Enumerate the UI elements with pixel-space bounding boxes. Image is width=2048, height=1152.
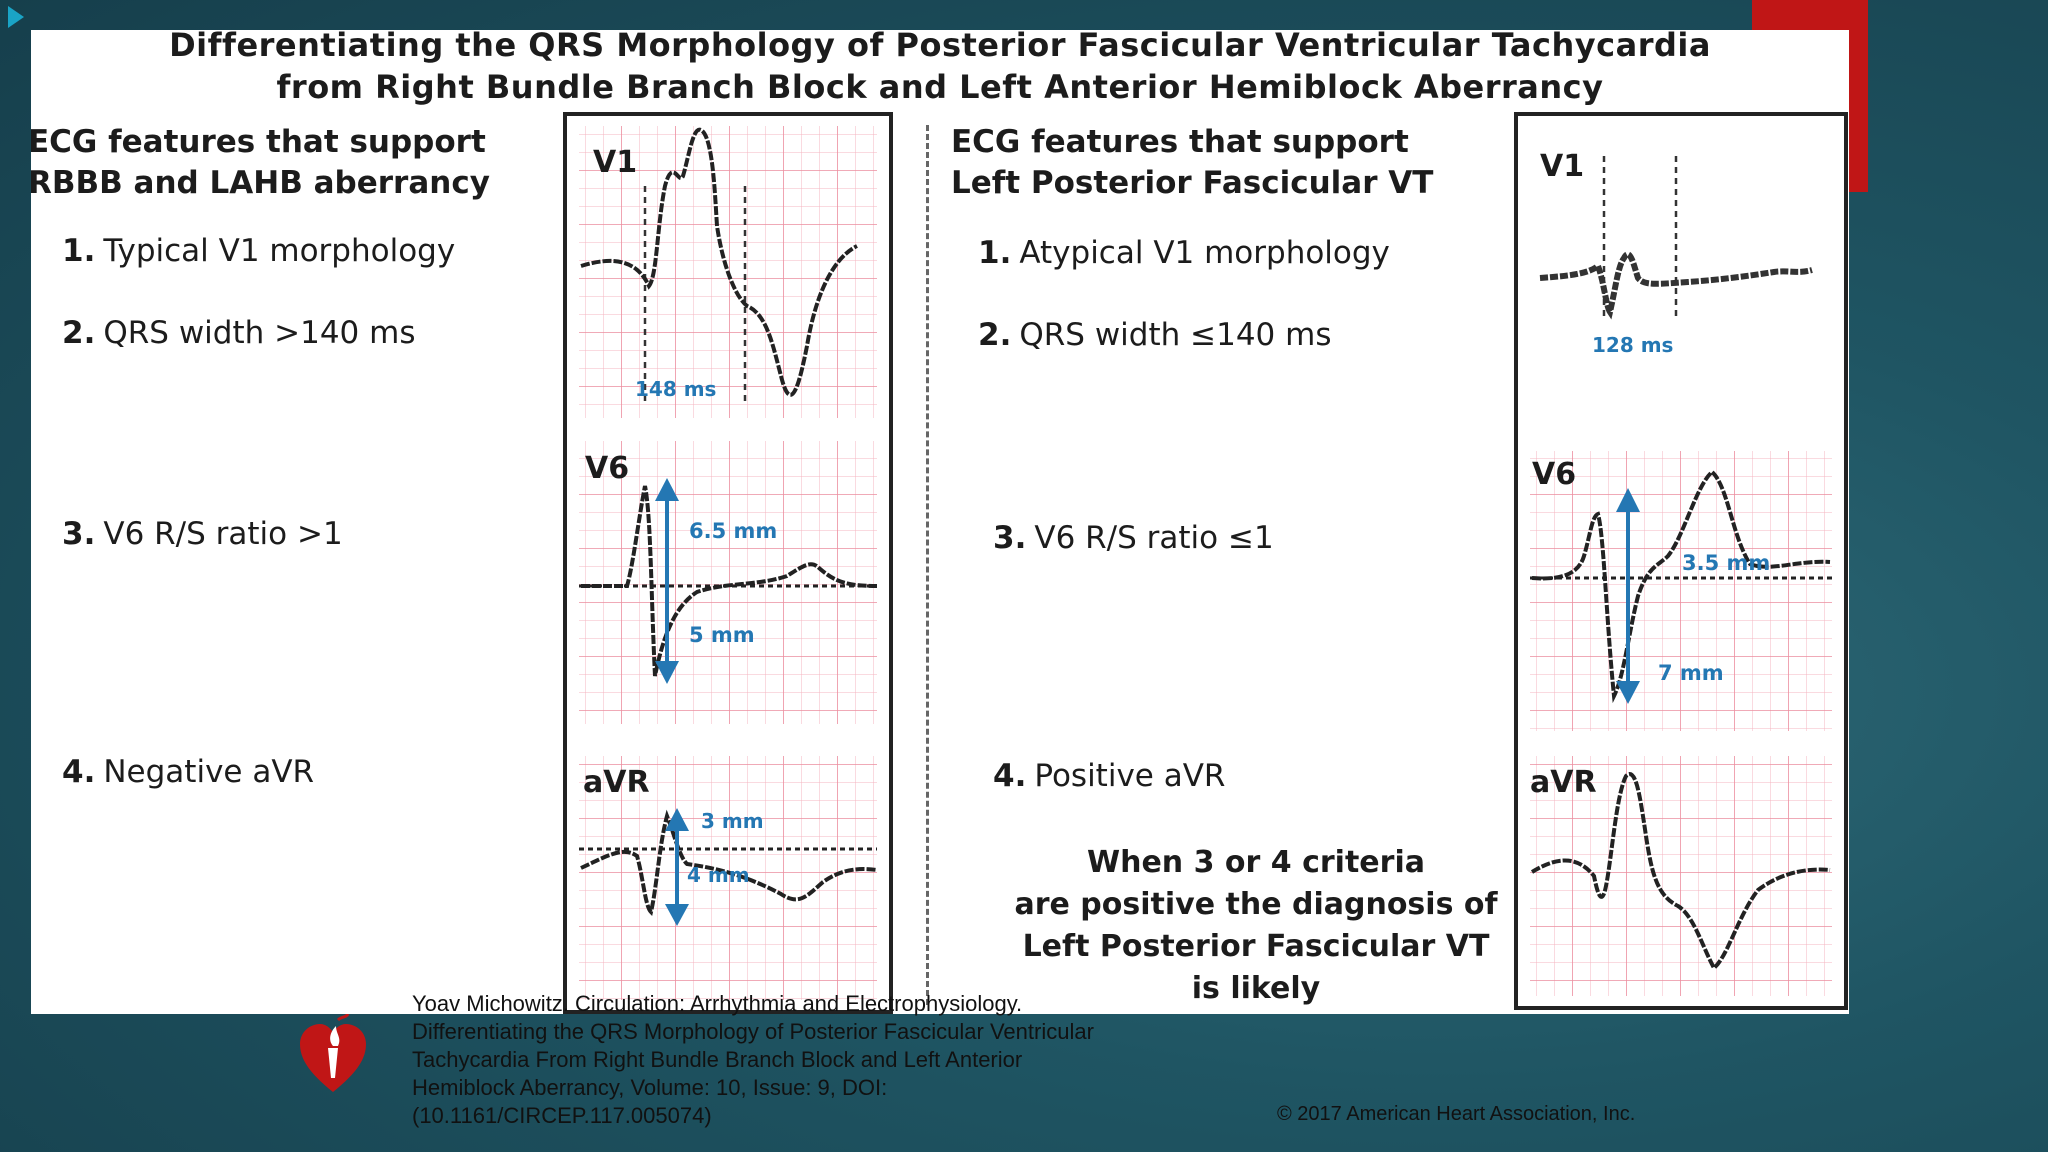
right-v6-r-measure: 3.5 mm [1682, 551, 1770, 575]
heart-torch-logo-icon [300, 1014, 366, 1092]
right-ecg-svg: V1 128 ms V6 3.5 mm 7 mm aVR [1530, 149, 1832, 996]
left-criterion-3: 3. V6 R/S ratio >1 [62, 516, 343, 552]
copyright: © 2017 American Heart Association, Inc. [1277, 1103, 1636, 1125]
left-v6-trace [581, 485, 878, 677]
right-ecg-panel: V1 128 ms V6 3.5 mm 7 mm aVR [1514, 112, 1848, 1010]
right-avr-label: aVR [1530, 765, 1597, 800]
right-avr-trace [1530, 772, 1831, 972]
citation-line-3: Tachycardia From Right Bundle Branch Blo… [412, 1047, 1023, 1072]
title-line-2: from Right Bundle Branch Block and Left … [276, 68, 1604, 106]
right-v6-trace [1531, 469, 1831, 704]
left-avr-r-measure: 3 mm [701, 809, 764, 833]
left-heading-line-1: ECG features that support [31, 124, 486, 160]
left-ecg-panel: V1 148 ms V6 6.5 mm 5 mm aVR 3 mm 4 mm [563, 112, 893, 1014]
left-v1-measure: 148 ms [635, 377, 716, 401]
right-v6-label: V6 [1532, 457, 1576, 492]
right-criterion-4: 4. Positive aVR [993, 758, 1226, 794]
left-heading-line-2: RBBB and LAHB aberrancy [31, 165, 490, 201]
left-avr-s-measure: 4 mm [687, 863, 750, 887]
right-criterion-2: 2. QRS width ≤140 ms [978, 317, 1332, 353]
conclusion-line-3: Left Posterior Fascicular VT [1022, 929, 1490, 964]
right-heading-line-1: ECG features that support [951, 124, 1409, 160]
right-v6-grid [1530, 451, 1832, 731]
right-heading-line-2: Left Posterior Fascicular VT [951, 165, 1434, 201]
right-v6-s-measure: 7 mm [1658, 661, 1724, 685]
left-avr-label: aVR [583, 765, 650, 800]
right-v1-label: V1 [1540, 149, 1584, 184]
left-v6-s-measure: 5 mm [689, 623, 755, 647]
right-criterion-3: 3. V6 R/S ratio ≤1 [993, 520, 1274, 556]
right-criterion-1: 1. Atypical V1 morphology [978, 235, 1390, 271]
citation-line-4: Hemiblock Aberrancy, Volume: 10, Issue: … [412, 1075, 888, 1100]
left-ecg-svg: V1 148 ms V6 6.5 mm 5 mm aVR 3 mm 4 mm [579, 126, 878, 1000]
conclusion-line-4: is likely [1191, 971, 1321, 1006]
left-v6-r-measure: 6.5 mm [689, 519, 777, 543]
left-criterion-1: 1. Typical V1 morphology [62, 233, 456, 269]
conclusion-line-1: When 3 or 4 criteria [1087, 845, 1425, 880]
left-v6-label: V6 [585, 451, 629, 486]
citation-line-5: (10.1161/CIRCEP.117.005074) [412, 1103, 712, 1128]
citation-line-1: Yoav Michowitz. Circulation: Arrhythmia … [412, 991, 1023, 1016]
diagnosis-conclusion: When 3 or 4 criteria are positive the di… [936, 842, 1576, 1010]
left-heading: ECG features that support RBBB and LAHB … [31, 122, 490, 204]
citation-line-2: Differentiating the QRS Morphology of Po… [412, 1019, 1094, 1044]
conclusion-line-2: are positive the diagnosis of [1014, 887, 1498, 922]
column-divider [926, 125, 929, 1005]
left-criterion-4: 4. Negative aVR [62, 754, 315, 790]
figure-slide: Differentiating the QRS Morphology of Po… [31, 30, 1849, 1014]
figure-title: Differentiating the QRS Morphology of Po… [31, 30, 1849, 108]
right-v1-measure: 128 ms [1592, 333, 1673, 357]
play-arrow-icon [8, 6, 24, 28]
left-criterion-2: 2. QRS width >140 ms [62, 315, 416, 351]
title-line-1: Differentiating the QRS Morphology of Po… [169, 30, 1711, 64]
left-v1-trace [580, 127, 858, 397]
citation: Yoav Michowitz. Circulation: Arrhythmia … [412, 990, 1172, 1130]
right-heading: ECG features that support Left Posterior… [951, 122, 1433, 204]
left-v1-label: V1 [593, 145, 637, 180]
right-v1-trace [1539, 251, 1813, 320]
